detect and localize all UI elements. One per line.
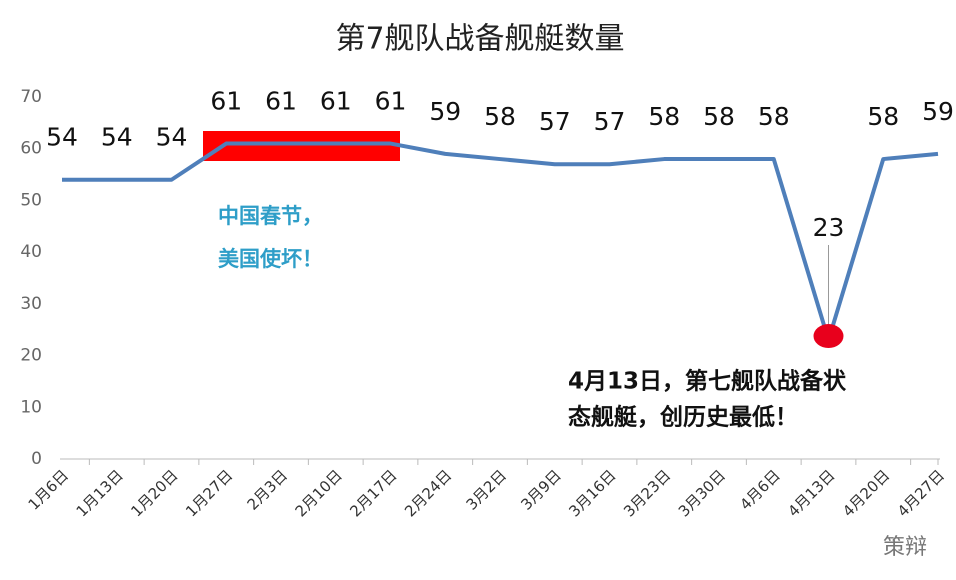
y-tick-label: 20 [20, 346, 42, 366]
data-label: 58 [867, 102, 899, 131]
x-tick-label: 4月6日 [736, 466, 783, 513]
data-label: 61 [375, 87, 407, 116]
y-tick-label: 60 [20, 139, 42, 159]
annotation: 中国春节， [218, 204, 323, 228]
data-label: 58 [703, 102, 735, 131]
data-label: 59 [922, 97, 954, 126]
data-label: 61 [320, 87, 352, 116]
data-label: 54 [46, 123, 78, 152]
y-tick-label: 30 [20, 294, 42, 314]
data-label: 61 [210, 87, 242, 116]
x-tick-label: 2月3日 [244, 466, 291, 513]
y-tick-label: 10 [20, 397, 42, 417]
y-tick-label: 0 [31, 449, 42, 469]
y-tick-label: 70 [20, 87, 42, 107]
annotation: 态舰艇，创历史最低！ [568, 404, 798, 431]
annotation: 美国使坏！ [218, 247, 323, 271]
x-tick-label: 3月30日 [675, 466, 729, 520]
data-label: 61 [265, 87, 297, 116]
data-label: 58 [648, 102, 680, 131]
x-tick-label: 3月9日 [517, 466, 564, 513]
data-label: 59 [429, 97, 461, 126]
x-tick-label: 2月17日 [346, 466, 400, 520]
line [62, 141, 939, 343]
marker [813, 324, 844, 349]
data-label: 54 [156, 123, 188, 152]
data-label: 54 [101, 123, 133, 152]
data-label: 23 [813, 213, 845, 242]
x-tick-label: 1月6日 [25, 466, 72, 513]
data-label: 58 [484, 102, 516, 131]
x-tick-label: 3月16日 [565, 466, 619, 520]
y-tick-label: 50 [20, 190, 42, 210]
data-label: 57 [594, 107, 626, 136]
y-tick-label: 40 [20, 242, 42, 262]
x-tick-label: 1月27日 [182, 466, 236, 520]
highlight-box [203, 131, 400, 161]
x-tick-label: 4月13日 [784, 466, 838, 520]
watermark: 策辩 [883, 535, 927, 560]
x-tick-label: 4月27日 [894, 466, 948, 520]
chart-title: 第7舰队战备舰艇数量 [335, 22, 624, 57]
data-label: 57 [539, 107, 571, 136]
x-tick-label: 2月10日 [292, 466, 346, 520]
data-label: 58 [758, 102, 790, 131]
x-tick-label: 2月24日 [401, 466, 455, 520]
annotation: 4月13日，第七舰队战备状 [568, 368, 847, 395]
x-tick-label: 3月23日 [620, 466, 674, 520]
x-tick-label: 1月13日 [73, 466, 127, 520]
x-tick-label: 1月20日 [127, 466, 181, 520]
x-tick-label: 3月2日 [463, 466, 510, 513]
x-tick-label: 4月20日 [839, 466, 893, 520]
